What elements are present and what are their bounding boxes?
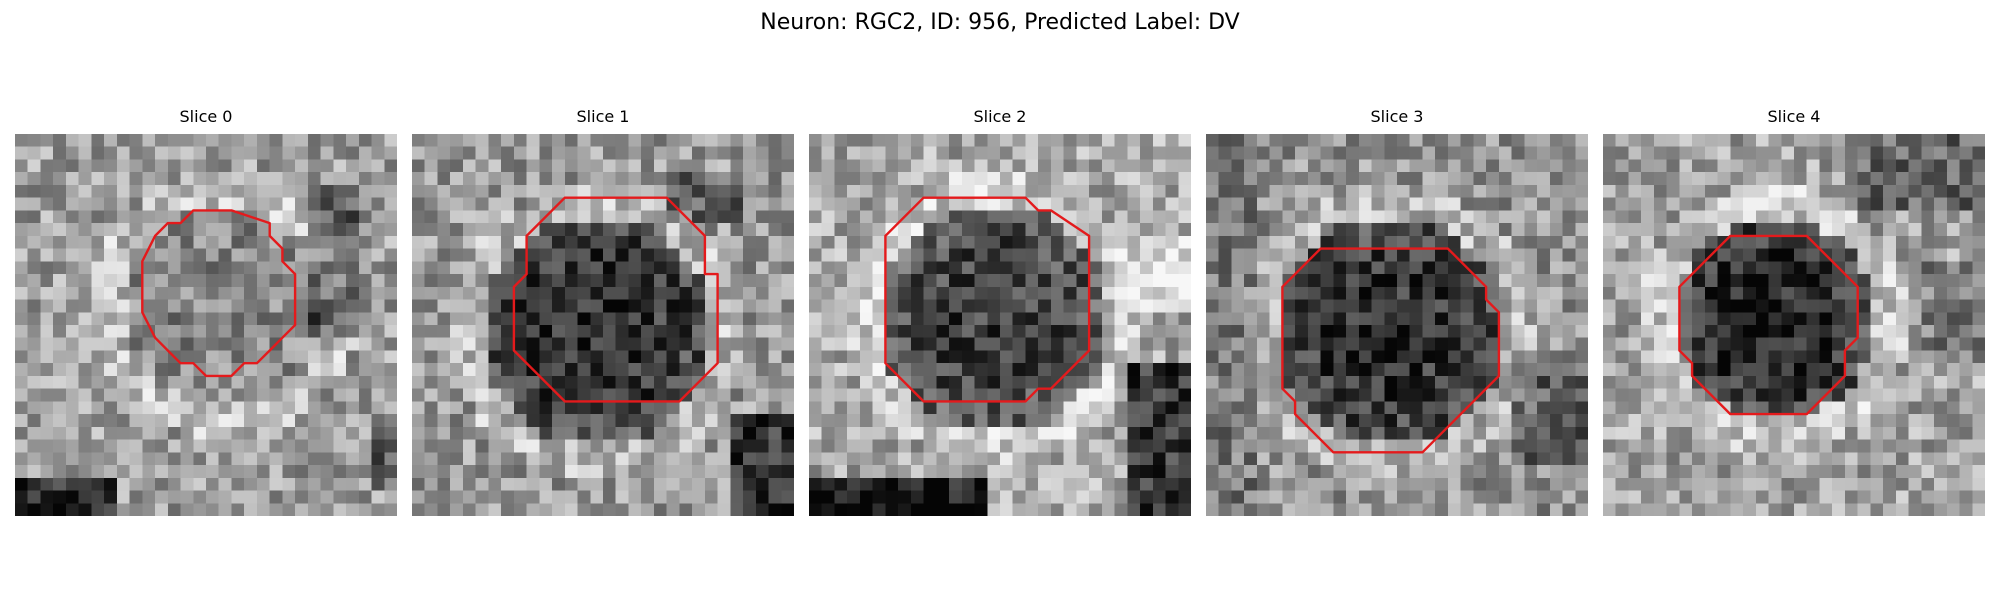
pixel-grid [15, 134, 397, 516]
slice-panel-0: Slice 0 [15, 107, 397, 516]
slice-panel-4: Slice 4 [1603, 107, 1985, 516]
cell-contour-0 [141, 209, 297, 378]
figure-title: Neuron: RGC2, ID: 956, Predicted Label: … [760, 10, 1240, 35]
pixel-grid [809, 134, 1191, 516]
slice-title-4: Slice 4 [1767, 107, 1821, 126]
slice-image-3 [1206, 134, 1588, 516]
slice-title-3: Slice 3 [1370, 107, 1424, 126]
pixel-grid [412, 134, 794, 516]
cell-contour-3 [1281, 247, 1501, 454]
pixel-grid [1603, 134, 1985, 516]
slice-panel-3: Slice 3 [1206, 107, 1588, 516]
slice-title-0: Slice 0 [179, 107, 233, 126]
slice-image-0 [15, 134, 397, 516]
cell-contour-2 [884, 196, 1091, 403]
cell-contour-4 [1678, 234, 1859, 416]
slice-image-1 [412, 134, 794, 516]
slice-panel-1: Slice 1 [412, 107, 794, 516]
slice-title-2: Slice 2 [973, 107, 1027, 126]
slice-image-2 [809, 134, 1191, 516]
slice-panel-2: Slice 2 [809, 107, 1191, 516]
slice-image-4 [1603, 134, 1985, 516]
slice-title-1: Slice 1 [576, 107, 630, 126]
cell-contour-1 [512, 196, 719, 403]
pixel-grid [1206, 134, 1588, 516]
